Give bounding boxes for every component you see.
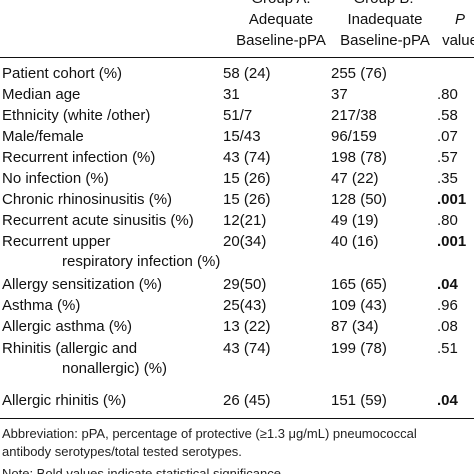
cell-group-a: 26 (45) bbox=[223, 392, 271, 409]
cell-group-b: 255 (76) bbox=[331, 65, 387, 82]
row-label-line2: nonallergic) (%) bbox=[62, 360, 168, 377]
row-label: Recurrent upper respiratory infection (%… bbox=[2, 232, 220, 272]
table-bottom-rule bbox=[0, 418, 474, 420]
cell-group-a: 51/7 bbox=[223, 107, 253, 124]
cell-group-b: 47 (22) bbox=[331, 170, 379, 187]
cell-p-value: .51 bbox=[437, 340, 458, 357]
cell-group-b: 151 (59) bbox=[331, 392, 387, 409]
row-label: Allergic rhinitis (%) bbox=[2, 392, 127, 409]
row-label: Patient cohort (%) bbox=[2, 65, 123, 82]
row-label: Recurrent acute sinusitis (%) bbox=[2, 212, 194, 229]
cell-p-value: .07 bbox=[437, 128, 458, 145]
cell-p-value: .08 bbox=[437, 318, 458, 335]
cell-p-value: .96 bbox=[437, 297, 458, 314]
row-label: Median age bbox=[2, 86, 81, 103]
col-a-header-line2: Baseline-pPA bbox=[236, 32, 326, 49]
cell-group-a: 29(50) bbox=[223, 276, 267, 293]
col-b-header-line1: Inadequate bbox=[347, 11, 423, 28]
cell-group-b: 37 bbox=[331, 86, 348, 103]
cell-group-b: 198 (78) bbox=[331, 149, 387, 166]
footnote-abbreviation-line2: antibody serotypes/total tested serotype… bbox=[2, 444, 242, 459]
cell-p-value: .001 bbox=[437, 191, 467, 208]
cell-group-a: 43 (74) bbox=[223, 149, 271, 166]
cell-p-value: .04 bbox=[437, 276, 458, 293]
row-label: Recurrent infection (%) bbox=[2, 149, 156, 166]
row-label: Allergic asthma (%) bbox=[2, 318, 133, 335]
col-p-header-line1: P bbox=[454, 11, 465, 28]
row-label: Male/female bbox=[2, 128, 84, 145]
cell-group-a: 58 (24) bbox=[223, 65, 271, 82]
group-a-header: Group A: bbox=[231, 0, 331, 8]
row-label-line1: Recurrent upper bbox=[2, 233, 111, 250]
footnote-abbreviation-line1: Abbreviation: pPA, percentage of protect… bbox=[2, 426, 417, 441]
col-p-header-line2: value bbox=[442, 32, 474, 49]
cell-group-a: 15/43 bbox=[223, 128, 261, 145]
row-label-line1: Rhinitis (allergic and bbox=[2, 340, 138, 357]
cell-group-a: 20(34) bbox=[223, 233, 267, 250]
cell-group-b: 96/159 bbox=[331, 128, 377, 145]
row-label: Allergy sensitization (%) bbox=[2, 276, 163, 293]
cell-p-value: .35 bbox=[437, 170, 458, 187]
cell-p-value: .80 bbox=[437, 212, 458, 229]
row-label: No infection (%) bbox=[2, 170, 109, 187]
cell-p-value: .57 bbox=[437, 149, 458, 166]
cell-group-b: 165 (65) bbox=[331, 276, 387, 293]
cell-group-a: 43 (74) bbox=[223, 340, 271, 357]
cell-group-a: 12(21) bbox=[223, 212, 267, 229]
col-a-header-line1: Adequate bbox=[248, 11, 314, 28]
group-b-header: Group B: bbox=[331, 0, 436, 8]
cell-p-value: .04 bbox=[437, 392, 458, 409]
row-label: Chronic rhinosinusitis (%) bbox=[2, 191, 173, 208]
col-b-header-line2: Baseline-pPA bbox=[340, 32, 430, 49]
cell-group-b: 87 (34) bbox=[331, 318, 379, 335]
cell-group-b: 109 (43) bbox=[331, 297, 387, 314]
cell-group-a: 15 (26) bbox=[223, 191, 271, 208]
cell-p-value: .80 bbox=[437, 86, 458, 103]
footnote-note: Note: Bold values indicate statistical s… bbox=[2, 466, 285, 474]
cell-p-value: .58 bbox=[437, 107, 458, 124]
cell-group-a: 25(43) bbox=[223, 297, 267, 314]
cell-group-b: 49 (19) bbox=[331, 212, 379, 229]
cell-group-b: 217/38 bbox=[331, 107, 377, 124]
cell-p-value: .001 bbox=[437, 233, 467, 250]
row-label: Asthma (%) bbox=[2, 297, 81, 314]
cell-group-b: 199 (78) bbox=[331, 340, 387, 357]
cell-group-b: 40 (16) bbox=[331, 233, 379, 250]
header-rule bbox=[0, 57, 474, 59]
cell-group-a: 13 (22) bbox=[223, 318, 271, 335]
cell-group-a: 15 (26) bbox=[223, 170, 271, 187]
row-label-line2: respiratory infection (%) bbox=[62, 253, 221, 270]
cell-group-b: 128 (50) bbox=[331, 191, 387, 208]
row-label: Rhinitis (allergic and nonallergic) (%) bbox=[2, 339, 167, 379]
cell-group-a: 31 bbox=[223, 86, 240, 103]
row-label: Ethnicity (white /other) bbox=[2, 107, 151, 124]
